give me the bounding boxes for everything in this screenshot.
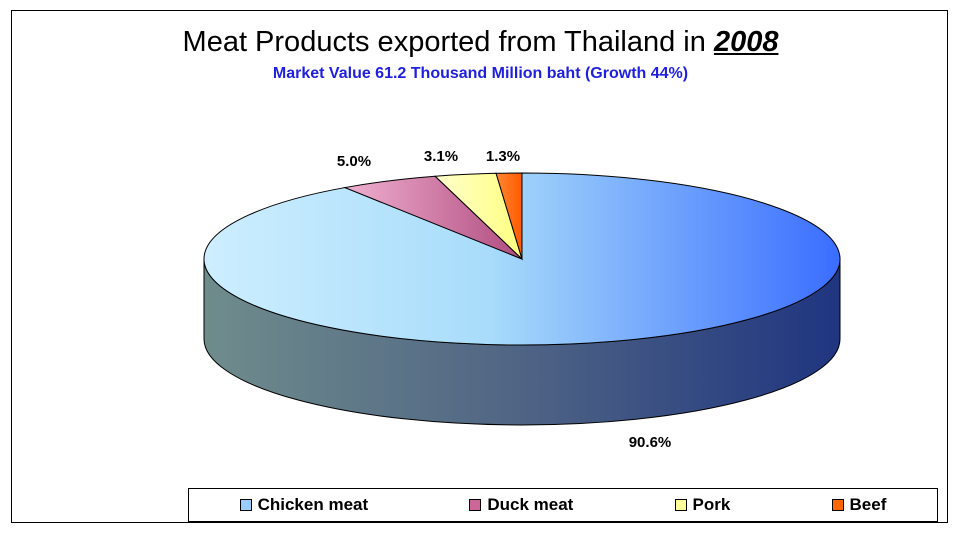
- legend-swatch-duck-meat: [469, 499, 482, 511]
- pie-labels: 90.6% 5.0% 3.1% 1.3%: [337, 148, 671, 451]
- pie-top: [203, 172, 841, 346]
- pct-label-duck-meat: 5.0%: [337, 153, 371, 170]
- pie-slice-beef: [495, 172, 523, 260]
- legend-label-chicken-meat: Chicken meat: [257, 495, 369, 514]
- chart-title-text: Meat Products exported from Thailand in: [182, 26, 706, 58]
- legend: Chicken meat Duck meat Pork Beef: [188, 488, 938, 522]
- legend-swatch-pork: [674, 499, 687, 511]
- chart-title-year: 2008: [713, 26, 779, 58]
- legend-item-pork: Pork: [674, 495, 731, 515]
- legend-item-duck-meat: Duck meat: [469, 495, 573, 515]
- legend-label-pork: Pork: [692, 495, 731, 514]
- legend-label-beef: Beef: [849, 495, 887, 514]
- legend-item-chicken-meat: Chicken meat: [239, 495, 369, 515]
- pct-label-chicken-meat: 90.6%: [629, 434, 672, 451]
- pct-label-beef: 1.3%: [486, 148, 520, 165]
- pct-label-pork: 3.1%: [424, 148, 458, 165]
- chart-subtitle: Market Value 61.2 Thousand Million baht …: [272, 65, 689, 82]
- chart-title: Meat Products exported from Thailand in …: [0, 25, 961, 59]
- legend-label-duck-meat: Duck meat: [487, 495, 574, 514]
- legend-swatch-beef: [831, 499, 844, 511]
- legend-item-beef: Beef: [831, 495, 887, 515]
- legend-swatch-chicken-meat: [239, 499, 252, 511]
